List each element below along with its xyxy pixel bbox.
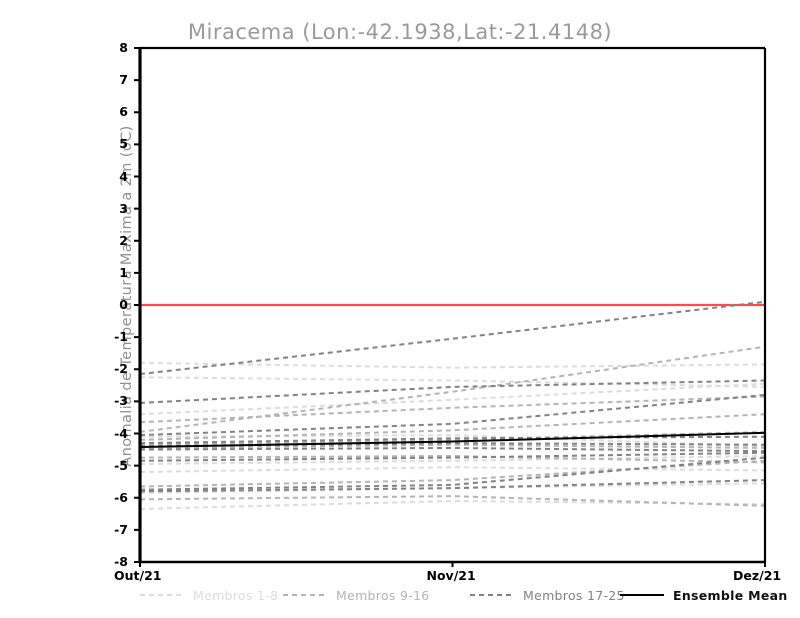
y-tick-label: -5 — [114, 457, 128, 473]
legend-swatch — [470, 594, 514, 596]
legend-label: Ensemble Mean — [673, 587, 788, 603]
y-tick-label: 2 — [119, 232, 128, 248]
y-tick-label: 8 — [119, 40, 128, 55]
legend-item[interactable]: Ensemble Mean — [620, 585, 788, 605]
y-tick-label: 7 — [119, 72, 128, 88]
y-tick-label: -2 — [114, 361, 128, 377]
y-tick-label: -6 — [114, 489, 128, 505]
y-tick-label: 1 — [119, 264, 128, 280]
x-tick-label: Dez/21 — [733, 568, 782, 583]
legend-label: Membros 1-8 — [193, 587, 279, 603]
legend-label: Membros 9-16 — [336, 587, 430, 603]
legend-item[interactable]: Membros 17-25 — [470, 585, 625, 605]
legend-label: Membros 17-25 — [523, 587, 625, 603]
y-tick-label: -4 — [114, 425, 128, 441]
series-line — [140, 431, 765, 448]
legend-swatch — [283, 594, 327, 596]
series-line — [140, 300, 765, 376]
x-tick-label: Out/21 — [114, 568, 162, 583]
chart-legend: Membros 1-8 Membros 9-16 Membros 17-25 Ense… — [0, 585, 800, 607]
plot-lines — [140, 48, 765, 562]
plot-area — [140, 48, 765, 562]
legend-item[interactable]: Membros 9-16 — [283, 585, 430, 605]
y-tick-label: 5 — [119, 136, 128, 152]
chart-title: Miracema (Lon:-42.1938,Lat:-21.4148) — [187, 20, 613, 44]
y-tick-label: 3 — [119, 200, 128, 216]
series-line — [140, 345, 765, 433]
y-tick-label: -1 — [114, 329, 128, 345]
y-tick-label: -8 — [114, 554, 128, 569]
y-tick-label: 6 — [119, 104, 128, 120]
y-tick-label: -3 — [114, 393, 128, 409]
y-tick-label: 4 — [119, 168, 128, 184]
y-tick-label: 0 — [119, 297, 128, 312]
legend-swatch — [620, 593, 664, 597]
x-tick-label: Nov/21 — [426, 568, 476, 583]
legend-swatch — [140, 594, 184, 596]
legend-item[interactable]: Membros 1-8 — [140, 585, 278, 605]
y-tick-label: -7 — [114, 521, 128, 537]
